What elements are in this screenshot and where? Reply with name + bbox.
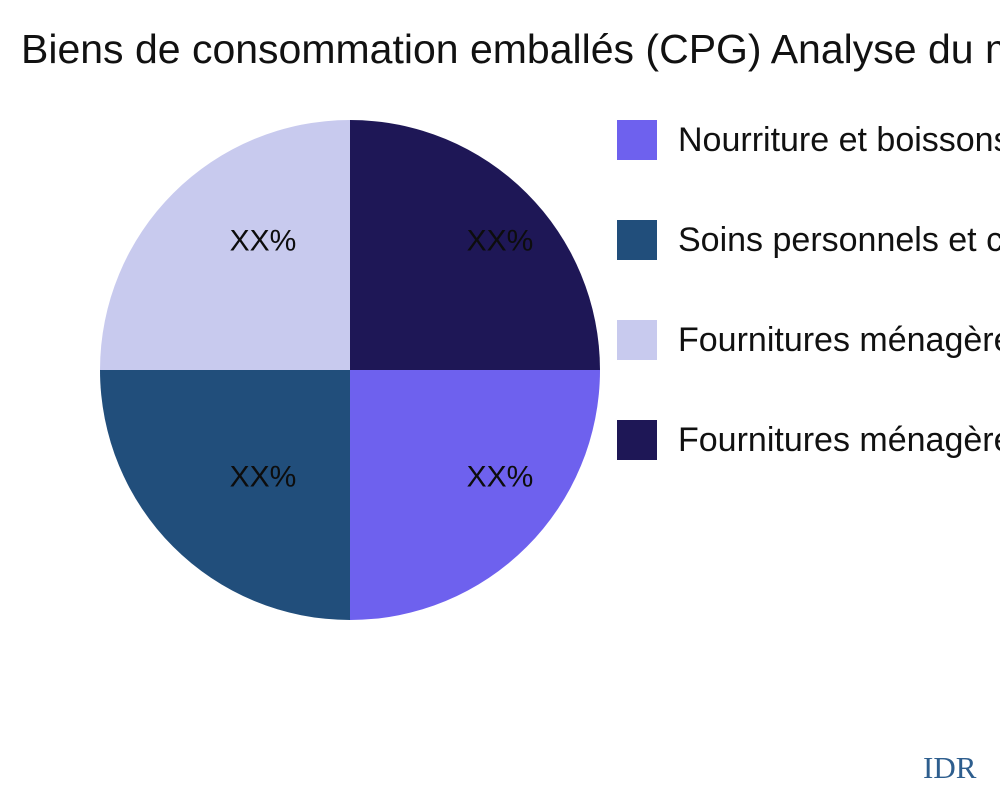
legend-swatch-icon [617,320,657,360]
legend-swatch-icon [617,420,657,460]
legend-label: Fournitures ménagères [678,420,1000,459]
watermark-idr: IDR [923,750,977,785]
legend-label: Nourriture et boissons [678,120,1000,159]
pie-slice-fournitures-menageres-light [100,120,350,370]
legend-label: Fournitures ménagères [678,320,1000,359]
legend-swatch-icon [617,220,657,260]
slice-percent-label-bottom-right: XX% [467,461,534,494]
slice-percent-label-top-left: XX% [230,225,297,258]
legend-label: Soins personnels et cos [678,220,1000,259]
legend-item-fournitures-menageres-light: Fournitures ménagères [617,320,1000,360]
chart-title: Biens de consommation emballés (CPG) Ana… [21,26,1000,72]
pie-slice-nourriture-et-boissons [350,370,600,620]
slice-percent-label-top-right: XX% [467,225,534,258]
pie-slice-fournitures-menageres-dark [350,120,600,370]
legend-item-nourriture-et-boissons: Nourriture et boissons [617,120,1000,160]
legend-swatch-icon [617,120,657,160]
legend-item-fournitures-menageres-dark: Fournitures ménagères [617,420,1000,460]
legend-item-soins-personnels: Soins personnels et cos [617,220,1000,260]
slice-percent-label-bottom-left: XX% [230,461,297,494]
pie-slice-soins-personnels [100,370,350,620]
